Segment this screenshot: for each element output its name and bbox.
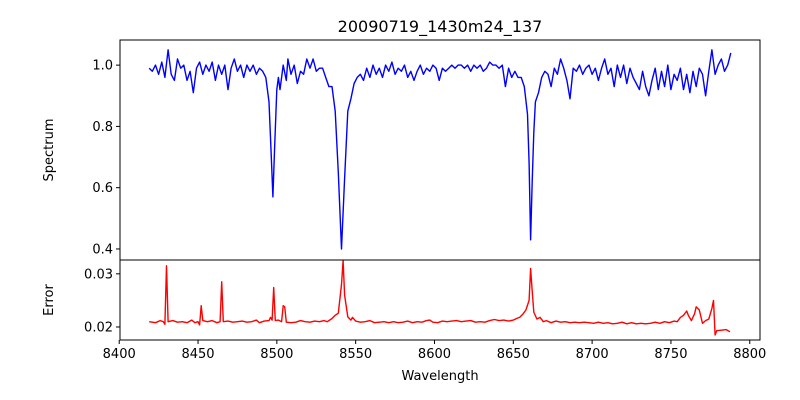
error-panel: 0.02 0.03 8400 8450 8500 8550 8600 8650 8700 8750… [84, 259, 766, 362]
spectrum-y-tick-label: 0.8 [92, 120, 113, 135]
y-axis-label-error: Error [42, 284, 57, 316]
spectrum-line [148, 49, 732, 250]
x-tick-label: 8750 [654, 347, 687, 362]
x-tick-label: 8400 [103, 347, 136, 362]
error-line [149, 259, 731, 336]
error-y-tick-label: 0.03 [84, 267, 113, 282]
x-tick-label: 8450 [181, 347, 214, 362]
spectrum-y-tick-label: 0.6 [92, 181, 113, 196]
x-tick-label: 8700 [576, 347, 609, 362]
x-tick-label: 8650 [497, 347, 530, 362]
spectrum-y-tick-label: 0.4 [92, 242, 113, 257]
x-tick-label: 8550 [339, 347, 372, 362]
chart-title: 20090719_1430m24_137 [338, 17, 543, 37]
x-tick-label: 8600 [418, 347, 451, 362]
spectrum-y-tick-label: 1.0 [92, 59, 113, 74]
error-axes-frame [119, 259, 761, 341]
x-tick-label: 8500 [260, 347, 293, 362]
y-axis-label-spectrum: Spectrum [42, 119, 57, 182]
x-axis-label: Wavelength [401, 369, 478, 384]
x-tick-label: 8800 [733, 347, 766, 362]
error-y-tick-label: 0.02 [84, 320, 113, 335]
